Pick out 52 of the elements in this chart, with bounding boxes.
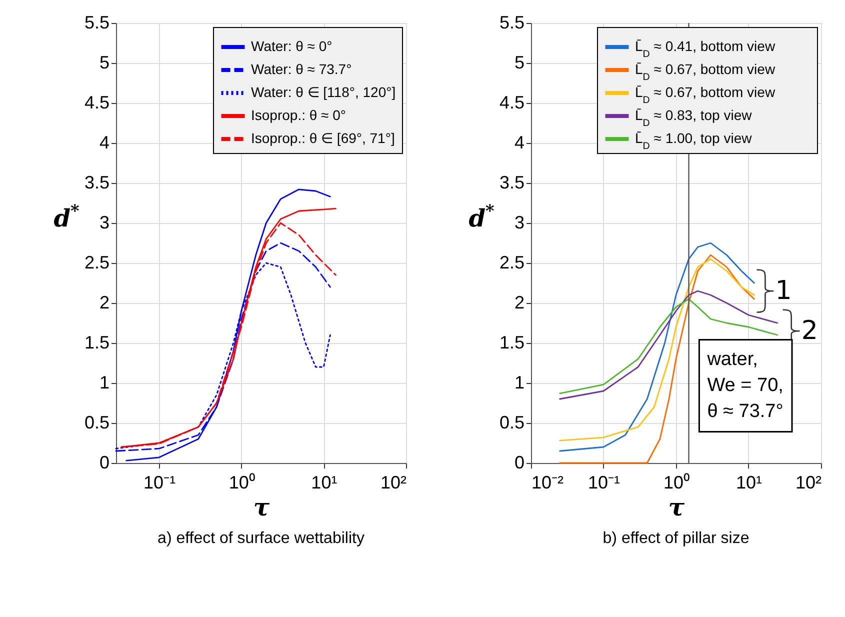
legend-label: Isoprop.: θ ≈ 0° bbox=[251, 107, 346, 123]
y-tick-label: 0.5 bbox=[499, 412, 524, 432]
y-tick-label: 4.5 bbox=[499, 92, 524, 112]
legend-label: Water: θ ≈ 0° bbox=[251, 38, 332, 54]
x-tick-label: 10⁰ bbox=[663, 472, 690, 492]
y-tick-label: 3 bbox=[99, 212, 110, 232]
text: a) effect of surface wettability bbox=[158, 530, 364, 547]
y-tick-label: 2 bbox=[514, 292, 524, 312]
y-tick-label: 1 bbox=[99, 372, 110, 392]
legend-label: L̄$_{D}$ ≈ 1.00, top view bbox=[635, 130, 753, 152]
y-tick-label: 5.5 bbox=[499, 12, 524, 32]
y-tick-label: 1.5 bbox=[499, 332, 524, 352]
y-tick-label: 3.5 bbox=[84, 172, 110, 192]
y-tick-label: 3 bbox=[514, 212, 524, 232]
y-axis-title: d$^{*}$ bbox=[54, 200, 80, 232]
text: b) effect of pillar size bbox=[602, 530, 750, 547]
x-tick-label: 10⁻² bbox=[532, 472, 564, 492]
legend-label: L̄$_{D}$ ≈ 0.67, bottom view bbox=[635, 84, 776, 106]
y-tick-label: 2 bbox=[99, 292, 110, 312]
legend-label: Water: θ ∈ [118°, 120°] bbox=[251, 84, 396, 100]
legend-label: L̄$_{D}$ ≈ 0.83, top view bbox=[635, 107, 753, 128]
y-tick-label: 3.5 bbox=[499, 172, 524, 192]
x-tick-label: 10¹ bbox=[311, 472, 338, 492]
annotation: water, We = 70, θ ≈ 73.7° bbox=[706, 348, 784, 422]
y-tick-label: 4 bbox=[99, 132, 110, 152]
legend-label: L̄$_{D}$ ≈ 0.67, bottom view bbox=[635, 61, 776, 82]
legend-label: Isoprop.: θ ∈ [69°, 71°] bbox=[251, 130, 395, 146]
x-tick-label: 10¹ bbox=[736, 472, 762, 492]
y-tick-label: 5 bbox=[99, 52, 110, 72]
y-tick-label: 0.5 bbox=[84, 412, 110, 432]
y-tick-label: 0 bbox=[514, 452, 524, 472]
y-tick-label: 2.5 bbox=[499, 252, 524, 272]
y-tick-label: 5.5 bbox=[84, 12, 110, 32]
x-tick-label: 10⁻¹ bbox=[588, 472, 620, 492]
annotation: 2 bbox=[801, 316, 818, 346]
x-axis-title: τ bbox=[253, 492, 270, 522]
annotation: 1 bbox=[775, 276, 792, 306]
y-tick-label: 2.5 bbox=[84, 252, 110, 272]
y-tick-label: 1 bbox=[514, 372, 524, 392]
x-axis-title: τ bbox=[668, 492, 686, 522]
x-tick-label: 10² bbox=[795, 472, 822, 492]
y-axis-title: d$^{*}$ bbox=[468, 200, 494, 232]
y-tick-label: 4.5 bbox=[84, 92, 110, 112]
legend-label: L̄$_{D}$ ≈ 0.41, bottom view bbox=[635, 38, 776, 60]
y-tick-label: 4 bbox=[514, 132, 524, 152]
legend-label: Water: θ ≈ 73.7° bbox=[251, 61, 352, 77]
x-tick-label: 10⁻¹ bbox=[144, 472, 176, 492]
y-tick-label: 1.5 bbox=[84, 332, 110, 352]
y-tick-label: 5 bbox=[514, 52, 524, 72]
x-tick-label: 10² bbox=[380, 472, 407, 492]
x-tick-label: 10⁰ bbox=[228, 472, 255, 492]
y-tick-label: 0 bbox=[99, 452, 110, 472]
